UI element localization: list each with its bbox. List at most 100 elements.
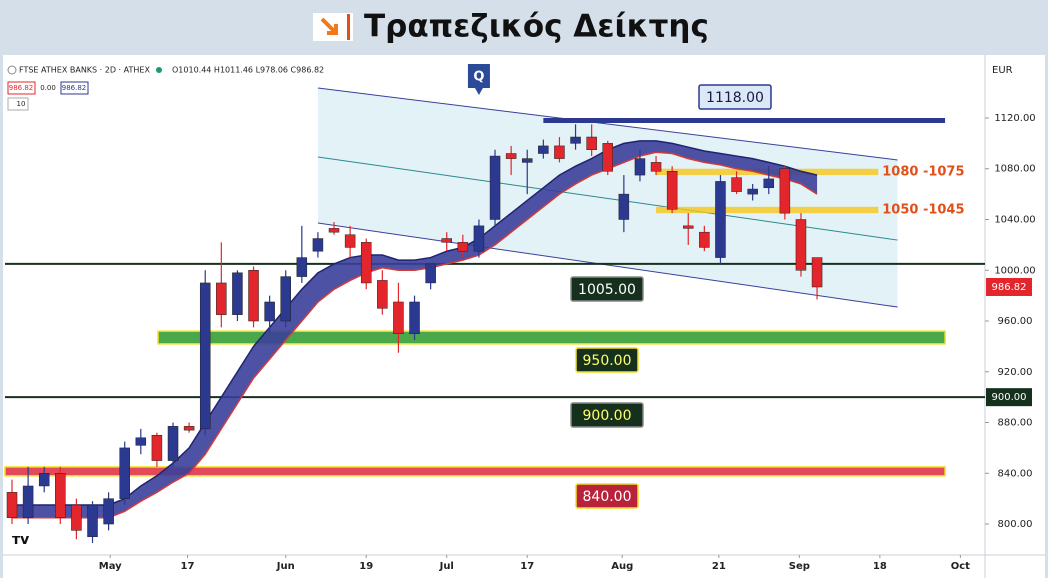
candle-body (457, 242, 469, 252)
candle-body (441, 238, 452, 243)
ema-lower (12, 151, 818, 519)
candle-body (55, 473, 66, 518)
candle-body (280, 276, 291, 322)
header-bg (0, 0, 1048, 52)
tv-logo: ᴛᴠ (12, 532, 29, 548)
x-tick-label: 19 (359, 561, 373, 572)
candle-body (779, 168, 791, 214)
interval-text: 10 (17, 100, 26, 108)
ema-upper (12, 140, 818, 506)
price-box-text: 0.00 (40, 84, 56, 92)
candle-body (683, 225, 694, 229)
x-tick-label: Oct (951, 561, 970, 572)
candle-body (135, 437, 147, 446)
channel-fill (317, 88, 898, 308)
candle-body (521, 158, 533, 163)
candle-body (22, 485, 34, 518)
candle-body (232, 272, 243, 315)
band (157, 330, 946, 345)
level-label-box (698, 84, 772, 110)
marker-pin (467, 64, 490, 95)
x-tick-label: Jul (439, 561, 454, 572)
level-label-box (570, 276, 644, 302)
x-tick-label: Aug (611, 561, 633, 572)
candle-body (360, 242, 372, 284)
zone-label: 1050 -1045 (882, 202, 964, 217)
candle-body (666, 171, 678, 210)
x-tick-label: 18 (873, 561, 887, 572)
channel-line (317, 222, 898, 308)
candle-body (699, 231, 710, 248)
zone-label: 1080 -1075 (882, 164, 964, 179)
y-tick-label: 1040.00 (994, 215, 1035, 226)
marker-label: Q (473, 70, 484, 85)
candle-body (167, 426, 179, 461)
price-box (7, 81, 36, 95)
candle-body (538, 145, 549, 154)
symbol: FTSE ATHEX BANKS · 2D · ATHEX (19, 66, 150, 75)
candle-body (731, 177, 742, 192)
zone (656, 206, 879, 214)
candle-body (570, 136, 581, 144)
candle-body (296, 257, 308, 277)
candle-body (602, 143, 613, 172)
price-box-text: 986.82 (9, 84, 34, 92)
interval-box (7, 97, 29, 111)
last-price: 986.82 (992, 282, 1027, 293)
candle-body (38, 473, 50, 487)
candle-body (715, 181, 726, 258)
candle-body (505, 153, 517, 159)
candle-body (377, 280, 388, 309)
y-tick-label: 1000.00 (994, 265, 1035, 276)
page-title: Τραπεζικός Δείκτης (364, 9, 709, 45)
candle-body (554, 145, 565, 159)
x-tick-label: May (99, 561, 122, 572)
candle-body (811, 257, 823, 288)
level-label-box (570, 402, 644, 428)
header-bar (347, 14, 350, 40)
y-tick-label: 920.00 (998, 367, 1033, 378)
candle-body (409, 301, 420, 334)
candle-body (344, 234, 356, 248)
candle-body (6, 492, 18, 518)
candle-body (183, 426, 195, 431)
candle-body (763, 178, 775, 189)
level-label: 900.00 (583, 408, 632, 424)
header-icon (320, 17, 338, 35)
candle-body (650, 162, 662, 172)
candle-body (586, 136, 597, 150)
y-tick-label: 960.00 (998, 316, 1033, 327)
y-tick-label: 1080.00 (994, 164, 1035, 175)
candle-body (119, 447, 130, 499)
last-price-box (986, 277, 1032, 296)
level-label: 840.00 (583, 489, 632, 505)
y-tick-label: 840.00 (998, 468, 1033, 479)
axis-tag: 900.00 (992, 392, 1027, 403)
price-box-text: 986.82 (62, 84, 87, 92)
candle-body (393, 301, 404, 334)
candle-body (151, 434, 163, 461)
level-label-box (575, 483, 639, 509)
ema-ribbon (12, 140, 818, 518)
candle-body (71, 504, 82, 531)
level-label-box (575, 347, 639, 373)
candle-body (103, 498, 114, 525)
candle-body (216, 282, 227, 315)
x-tick-label: Sep (789, 561, 810, 572)
candle-body (634, 158, 646, 176)
header-icon-bg (313, 13, 353, 41)
candle-body (747, 188, 758, 195)
axis-tag-box (986, 388, 1032, 407)
candle-body (489, 155, 501, 220)
candle-body (328, 228, 340, 233)
candle-body (199, 282, 211, 430)
candle-body (312, 238, 324, 252)
candle-body (795, 219, 807, 271)
x-tick-label: 17 (520, 561, 534, 572)
candle-body (473, 225, 485, 252)
status-dot (156, 67, 162, 73)
price-box (60, 81, 89, 95)
candle-body (264, 301, 275, 322)
